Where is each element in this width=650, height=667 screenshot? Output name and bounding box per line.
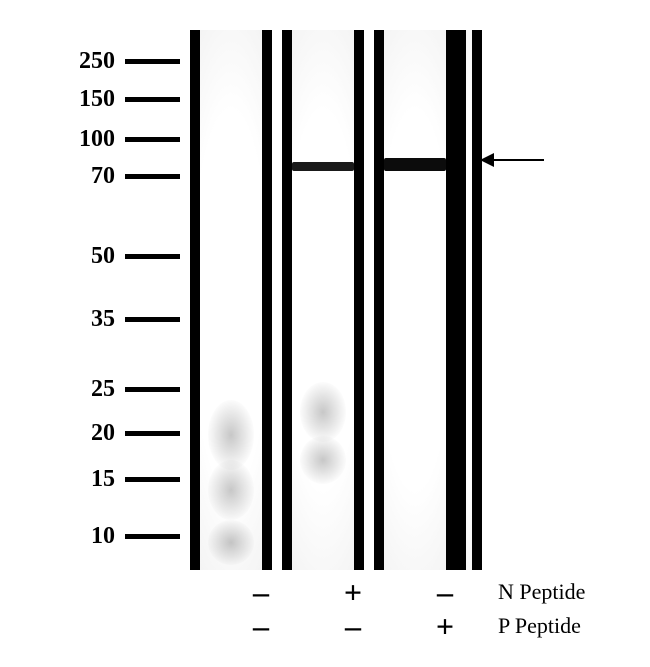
ladder-tick <box>125 174 180 179</box>
ladder-tick <box>125 431 180 436</box>
background-smear <box>208 460 254 520</box>
treatment-symbol: + <box>312 574 394 611</box>
ladder-label: 50 <box>45 243 115 270</box>
ladder-label: 35 <box>45 306 115 333</box>
treatment-symbol: – <box>220 574 302 611</box>
ladder-mark: 150 <box>20 86 180 113</box>
ladder-tick <box>125 97 180 102</box>
ladder-tick <box>125 254 180 259</box>
treatment-row: ––+P Peptide <box>190 609 630 643</box>
background-smear <box>208 520 254 565</box>
protein-band <box>292 162 354 171</box>
blot-lane <box>456 30 482 570</box>
protein-band <box>384 158 446 171</box>
background-smear <box>300 382 346 442</box>
ladder-tick <box>125 534 180 539</box>
blot-lane <box>282 30 364 570</box>
ladder-label: 20 <box>45 420 115 447</box>
treatment-table: –+–N Peptide––+P Peptide <box>190 575 630 643</box>
ladder-mark: 250 <box>20 48 180 75</box>
ladder-label: 100 <box>45 126 115 153</box>
ladder-tick <box>125 477 180 482</box>
ladder-mark: 100 <box>20 126 180 153</box>
ladder-tick <box>125 137 180 142</box>
treatment-symbol: + <box>404 608 486 645</box>
ladder-tick <box>125 317 180 322</box>
ladder-mark: 20 <box>20 420 180 447</box>
lane-membrane <box>466 30 472 570</box>
treatment-label: P Peptide <box>498 613 581 639</box>
ladder-label: 70 <box>45 163 115 190</box>
blot-lane <box>190 30 272 570</box>
arrow-shaft <box>494 159 544 161</box>
ladder-label: 250 <box>45 48 115 75</box>
arrow-head-icon <box>480 153 494 167</box>
treatment-label: N Peptide <box>498 579 585 605</box>
ladder-mark: 50 <box>20 243 180 270</box>
lane-membrane <box>292 30 354 570</box>
ladder-mark: 35 <box>20 306 180 333</box>
ladder-mark: 25 <box>20 376 180 403</box>
ladder-label: 150 <box>45 86 115 113</box>
ladder-mark: 15 <box>20 466 180 493</box>
lane-membrane <box>384 30 446 570</box>
target-band-arrow <box>480 153 544 167</box>
treatment-symbol: – <box>404 574 486 611</box>
ladder-tick <box>125 59 180 64</box>
blot-area <box>190 30 470 570</box>
treatment-row: –+–N Peptide <box>190 575 630 609</box>
ladder-label: 15 <box>45 466 115 493</box>
ladder-mark: 70 <box>20 163 180 190</box>
ladder-label: 10 <box>45 523 115 550</box>
treatment-symbol: – <box>312 608 394 645</box>
blot-lane <box>374 30 456 570</box>
treatment-symbol: – <box>220 608 302 645</box>
ladder-label: 25 <box>45 376 115 403</box>
ladder-mark: 10 <box>20 523 180 550</box>
background-smear <box>300 436 346 484</box>
ladder-tick <box>125 387 180 392</box>
western-blot-figure: 25015010070503525201510 –+–N Peptide––+P… <box>0 0 650 667</box>
